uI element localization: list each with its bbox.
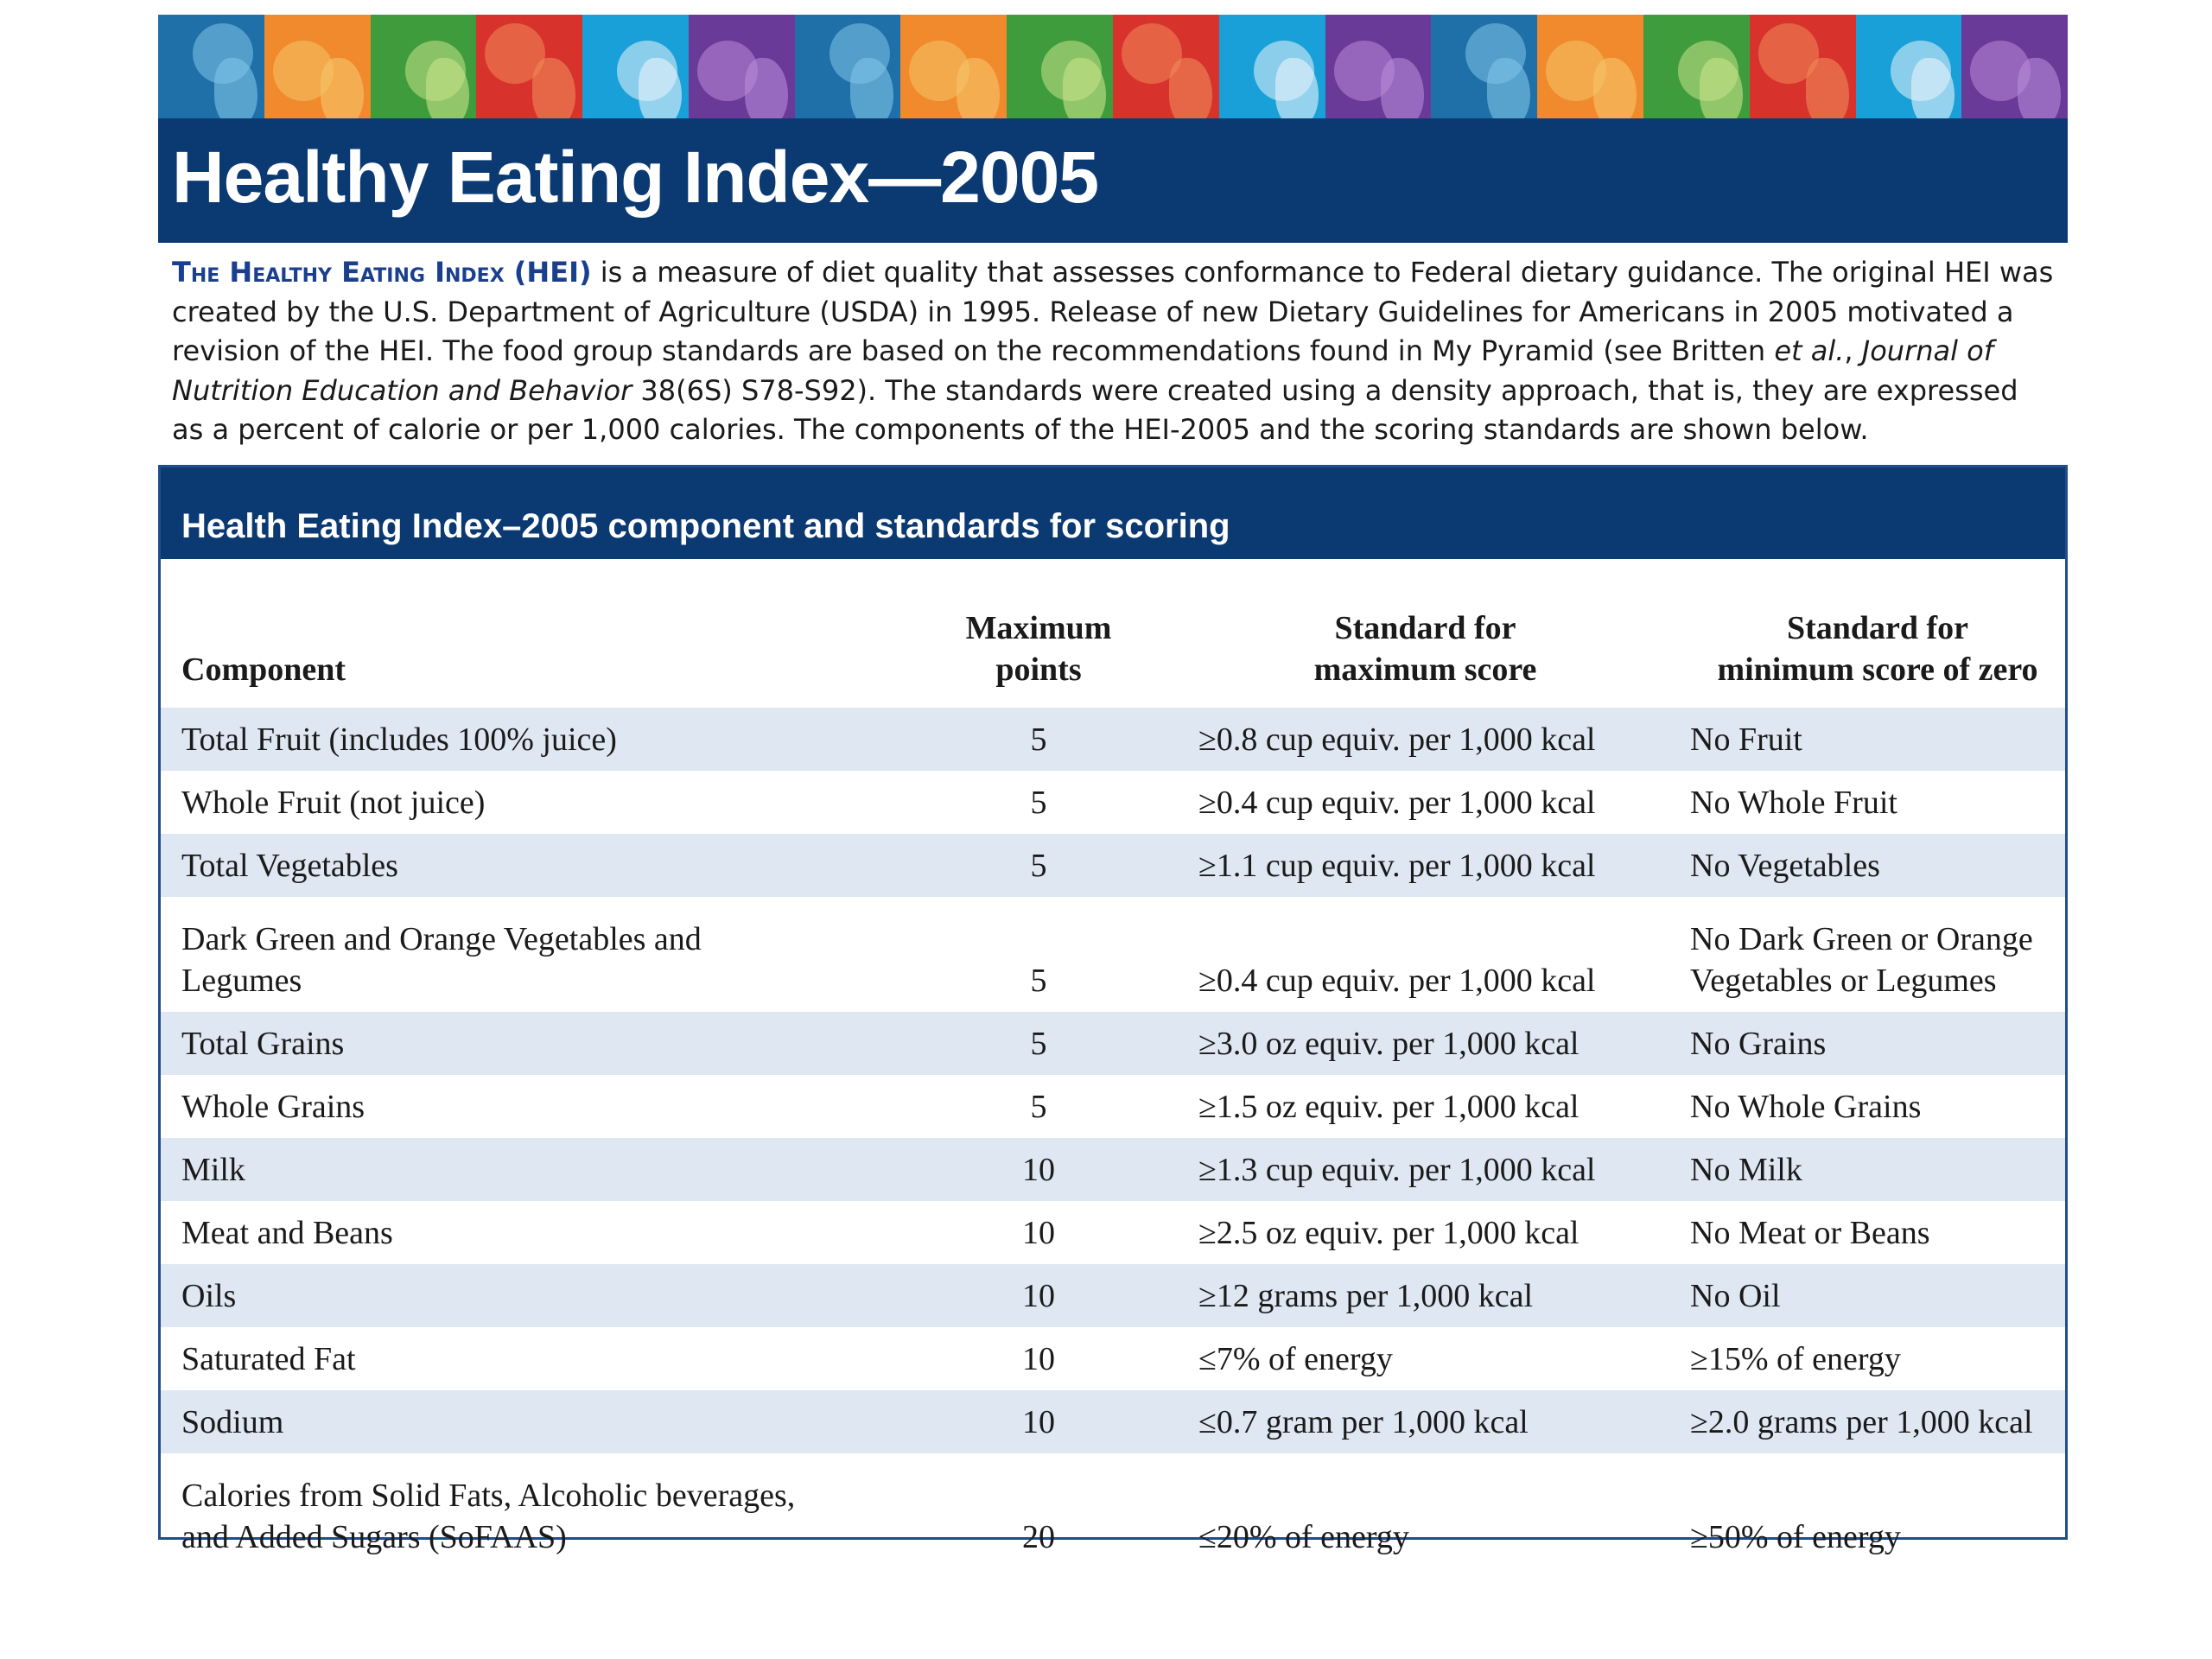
milk-glass-icon — [582, 15, 689, 118]
mushroom-icon — [1007, 15, 1114, 118]
cell-max-points: 10 — [917, 1390, 1160, 1453]
cell-standard-min: ≥2.0 grams per 1,000 kcal — [1690, 1390, 2065, 1453]
cell-standard-max: ≥1.5 oz equiv. per 1,000 kcal — [1198, 1088, 1580, 1125]
cell-component: Dark Green and Orange Vegetables and Legu… — [181, 921, 702, 999]
cell-standard-min: No Whole Grains — [1690, 1088, 1922, 1125]
cell-standard-max: ≤0.7 gram per 1,000 kcal — [1160, 1390, 1690, 1453]
stethoscope-icon — [1325, 15, 1432, 118]
cell-standard-max: ≥12 grams per 1,000 kcal — [1160, 1264, 1690, 1327]
stethoscope-icon — [1961, 15, 2068, 118]
mushroom-icon — [370, 15, 477, 118]
header-max-points: Maximum points — [965, 610, 1112, 688]
title-bar: Healthy Eating Index—2005 — [158, 118, 2068, 243]
header-component: Component — [181, 652, 346, 688]
strawberry-icon — [476, 15, 583, 118]
scoring-table: Component Maximum points Standard for maxi… — [161, 559, 2065, 1568]
intro-lead: The Healthy Eating Index (HEI) — [172, 256, 592, 289]
table-row: Total Grains 5 ≥3.0 oz equiv. per 1,000 kc… — [161, 1012, 2065, 1075]
mushroom-icon — [1643, 15, 1750, 118]
cell-standard-min: No Vegetables — [1690, 834, 2065, 897]
cell-standard-max: ≥1.3 cup equiv. per 1,000 kcal — [1160, 1138, 1690, 1201]
cell-max-points: 10 — [917, 1138, 1160, 1201]
intro-journal: Journal of Nutrition Education and Behav… — [172, 334, 1994, 407]
milk-glass-icon — [1218, 15, 1325, 118]
cell-standard-min: No Fruit — [1690, 708, 2065, 771]
cell-max-points: 5 — [917, 1012, 1160, 1075]
cell-component: Whole Fruit (not juice) — [181, 784, 486, 821]
strawberry-icon — [1749, 15, 1856, 118]
child-silhouette-icon — [158, 15, 264, 118]
cell-standard-min: ≥15% of energy — [1690, 1340, 1901, 1377]
cell-max-points: 20 — [1022, 1519, 1055, 1555]
table-row: Saturated Fat 10 ≤7% of energy ≥15% of ener… — [161, 1327, 2065, 1390]
cell-max-points: 5 — [917, 708, 1160, 771]
food-banner — [158, 15, 2068, 118]
bread-icon — [1537, 15, 1643, 118]
cell-standard-max: ≥0.8 cup equiv. per 1,000 kcal — [1160, 708, 1690, 771]
stethoscope-icon — [688, 15, 795, 118]
cell-component: Total Grains — [161, 1012, 917, 1075]
cell-standard-max: ≤20% of energy — [1198, 1519, 1409, 1555]
cell-component: Calories from Solid Fats, Alcoholic beve… — [181, 1478, 796, 1555]
cell-component: Meat and Beans — [181, 1214, 393, 1251]
cell-component: Total Vegetables — [161, 834, 917, 897]
milk-glass-icon — [1855, 15, 1962, 118]
cell-max-points: 10 — [917, 1264, 1160, 1327]
cell-component: Sodium — [161, 1390, 917, 1453]
cell-standard-max: ≤7% of energy — [1198, 1340, 1393, 1377]
cell-component: Total Fruit (includes 100% juice) — [161, 708, 917, 771]
table-row: Whole Fruit (not juice) 5 ≥0.4 cup equiv. … — [161, 771, 2065, 834]
cell-max-points: 5 — [1030, 963, 1047, 999]
table-row: Dark Green and Orange Vegetables and Legu… — [161, 897, 2065, 1012]
table-row: Milk 10 ≥1.3 cup equiv. per 1,000 kcal No M… — [161, 1138, 2065, 1201]
cell-max-points: 10 — [1022, 1340, 1055, 1377]
intro-text-2: 38(6S) S78-S92). The standards were crea… — [172, 373, 2018, 447]
cell-standard-max: ≥0.4 cup equiv. per 1,000 kcal — [1198, 963, 1596, 999]
cell-standard-max: ≥1.1 cup equiv. per 1,000 kcal — [1160, 834, 1690, 897]
intro-paragraph: The Healthy Eating Index (HEI) is a meas… — [172, 253, 2056, 450]
cell-standard-max: ≥3.0 oz equiv. per 1,000 kcal — [1160, 1012, 1690, 1075]
table-row: Meat and Beans 10 ≥2.5 oz equiv. per 1,000… — [161, 1201, 2065, 1264]
table-row: Total Fruit (includes 100% juice) 5 ≥0.8 c… — [161, 708, 2065, 771]
table-caption: Health Eating Index–2005 component and s… — [181, 507, 1230, 545]
page-title: Healthy Eating Index—2005 — [172, 137, 1099, 218]
child-silhouette-icon — [1431, 15, 1538, 118]
intro-sep: , — [1844, 334, 1862, 367]
cell-component: Milk — [161, 1138, 917, 1201]
intro-etal: et al. — [1774, 334, 1845, 367]
cell-standard-min: No Meat or Beans — [1690, 1214, 1930, 1251]
cell-max-points: 5 — [917, 834, 1160, 897]
cell-standard-min: No Milk — [1690, 1138, 2065, 1201]
table-row: Total Vegetables 5 ≥1.1 cup equiv. per 1,0… — [161, 834, 2065, 897]
child-silhouette-icon — [794, 15, 901, 118]
table-row: Oils 10 ≥12 grams per 1,000 kcal No Oil — [161, 1264, 2065, 1327]
cell-max-points: 5 — [1030, 1088, 1047, 1125]
table-header-row: Component Maximum points Standard for maxi… — [161, 559, 2065, 708]
cell-max-points: 10 — [1022, 1214, 1055, 1251]
header-standard-min: Standard for minimum score of zero — [1717, 610, 2038, 688]
table-row: Sodium 10 ≤0.7 gram per 1,000 kcal ≥2.0 gra… — [161, 1390, 2065, 1453]
scoring-table-box: Health Eating Index–2005 component and s… — [158, 465, 2068, 1555]
intro-text-1: is a measure of diet quality that assess… — [172, 256, 2054, 367]
cell-standard-max: ≥0.4 cup equiv. per 1,000 kcal — [1198, 784, 1596, 821]
cell-standard-min: No Whole Fruit — [1690, 784, 1897, 821]
table-caption-bar: Health Eating Index–2005 component and s… — [161, 467, 2065, 559]
cell-standard-min: ≥50% of energy — [1690, 1519, 1901, 1555]
cell-max-points: 5 — [1030, 784, 1047, 821]
cell-component: Oils — [161, 1264, 917, 1327]
table-row: Calories from Solid Fats, Alcoholic beve… — [161, 1453, 2065, 1568]
cell-component: Whole Grains — [181, 1088, 365, 1125]
cell-standard-max: ≥2.5 oz equiv. per 1,000 kcal — [1198, 1214, 1580, 1251]
header-standard-max: Standard for maximum score — [1313, 610, 1537, 688]
cell-standard-min: No Grains — [1690, 1012, 2065, 1075]
cell-standard-min: No Oil — [1690, 1264, 2065, 1327]
cell-standard-min: No Dark Green or Orange Vegetables or Leg… — [1690, 921, 2033, 999]
bread-icon — [900, 15, 1007, 118]
strawberry-icon — [1113, 15, 1219, 118]
cell-component: Saturated Fat — [181, 1340, 356, 1377]
bread-icon — [264, 15, 371, 118]
table-row: Whole Grains 5 ≥1.5 oz equiv. per 1,000 kc… — [161, 1075, 2065, 1138]
